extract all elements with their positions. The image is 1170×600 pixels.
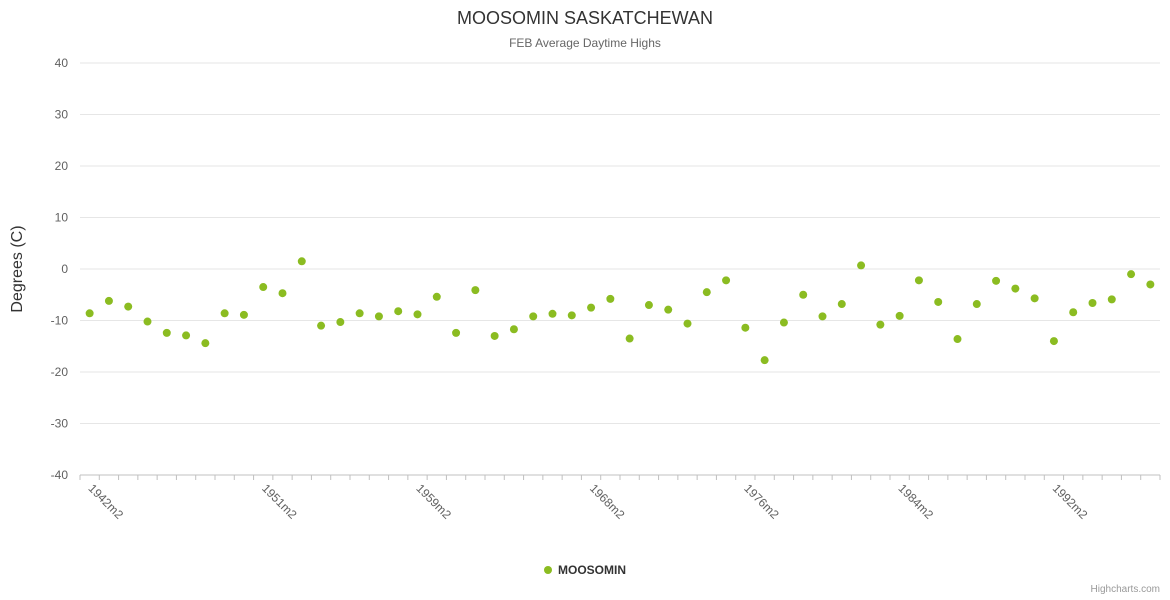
- data-point[interactable]: [490, 331, 499, 340]
- data-point[interactable]: [278, 289, 287, 298]
- x-axis-tick-label: 1968m2: [587, 481, 628, 522]
- data-point[interactable]: [914, 276, 923, 285]
- data-point[interactable]: [548, 309, 557, 318]
- x-axis-tick-label: 1942m2: [86, 481, 127, 522]
- chart-subtitle: FEB Average Daytime Highs: [509, 36, 661, 50]
- data-point[interactable]: [182, 331, 191, 340]
- legend: MOOSOMIN: [0, 563, 1170, 577]
- data-point[interactable]: [741, 323, 750, 332]
- x-axis-tick-label: 1984m2: [896, 481, 937, 522]
- y-axis-tick-label: 0: [61, 262, 68, 276]
- data-point[interactable]: [143, 317, 152, 326]
- data-point[interactable]: [953, 335, 962, 344]
- data-point[interactable]: [317, 321, 326, 330]
- data-point[interactable]: [104, 296, 113, 305]
- y-axis-tick-label: 30: [55, 108, 69, 122]
- data-point[interactable]: [1088, 298, 1097, 307]
- data-point[interactable]: [1069, 308, 1078, 317]
- data-point[interactable]: [452, 328, 461, 337]
- data-point[interactable]: [201, 339, 210, 348]
- x-axis-tick-label: 1951m2: [259, 481, 300, 522]
- data-point[interactable]: [587, 303, 596, 312]
- data-point[interactable]: [529, 312, 538, 321]
- y-axis-tick-label: 40: [55, 56, 69, 70]
- data-point[interactable]: [162, 328, 171, 337]
- y-axis-tick-label: -10: [51, 314, 69, 328]
- data-point[interactable]: [625, 334, 634, 343]
- data-point[interactable]: [606, 294, 615, 303]
- y-axis-tick-label: -30: [51, 417, 69, 431]
- y-axis-tick-label: -20: [51, 365, 69, 379]
- y-axis-tick-label: 10: [55, 211, 69, 225]
- data-point[interactable]: [1030, 294, 1039, 303]
- data-point[interactable]: [702, 288, 711, 297]
- data-point[interactable]: [239, 310, 248, 319]
- data-point[interactable]: [336, 318, 345, 327]
- legend-marker-icon: [544, 566, 552, 574]
- y-axis-title: Degrees (C): [9, 225, 26, 312]
- data-point[interactable]: [837, 300, 846, 309]
- data-point[interactable]: [779, 318, 788, 327]
- data-point[interactable]: [722, 276, 731, 285]
- x-axis-tick-label: 1976m2: [741, 481, 782, 522]
- legend-item-moosomin[interactable]: MOOSOMIN: [544, 563, 626, 577]
- data-point[interactable]: [895, 311, 904, 320]
- data-point[interactable]: [509, 325, 518, 334]
- y-axis-tick-label: 20: [55, 159, 69, 173]
- data-point[interactable]: [760, 356, 769, 365]
- legend-item-label: MOOSOMIN: [558, 563, 626, 577]
- y-axis-tick-label: -40: [51, 468, 69, 482]
- data-point[interactable]: [857, 261, 866, 270]
- data-point[interactable]: [934, 297, 943, 306]
- data-point[interactable]: [1049, 337, 1058, 346]
- data-point[interactable]: [1146, 280, 1155, 289]
- data-point[interactable]: [85, 309, 94, 318]
- data-point[interactable]: [394, 307, 403, 316]
- chart-title: MOOSOMIN SASKATCHEWAN: [456, 8, 714, 28]
- x-axis-tick-label: 1959m2: [413, 481, 454, 522]
- data-point[interactable]: [818, 312, 827, 321]
- data-point[interactable]: [124, 302, 133, 311]
- data-point[interactable]: [972, 300, 981, 309]
- data-point[interactable]: [1127, 270, 1136, 279]
- data-point[interactable]: [355, 309, 364, 318]
- data-point[interactable]: [992, 276, 1001, 285]
- x-axis-tick-label: 1992m2: [1050, 481, 1091, 522]
- data-point[interactable]: [567, 311, 576, 320]
- data-point[interactable]: [259, 283, 268, 292]
- data-point[interactable]: [876, 320, 885, 329]
- data-point[interactable]: [220, 309, 229, 318]
- data-point[interactable]: [471, 286, 480, 295]
- data-point[interactable]: [799, 290, 808, 299]
- data-point[interactable]: [432, 292, 441, 301]
- data-point[interactable]: [644, 301, 653, 310]
- data-point[interactable]: [413, 310, 422, 319]
- data-point[interactable]: [683, 319, 692, 328]
- data-point[interactable]: [374, 312, 383, 321]
- data-point[interactable]: [1107, 295, 1116, 304]
- data-point[interactable]: [1011, 284, 1020, 293]
- data-point[interactable]: [297, 257, 306, 266]
- data-point[interactable]: [664, 305, 673, 314]
- credits-link[interactable]: Highcharts.com: [1090, 584, 1160, 595]
